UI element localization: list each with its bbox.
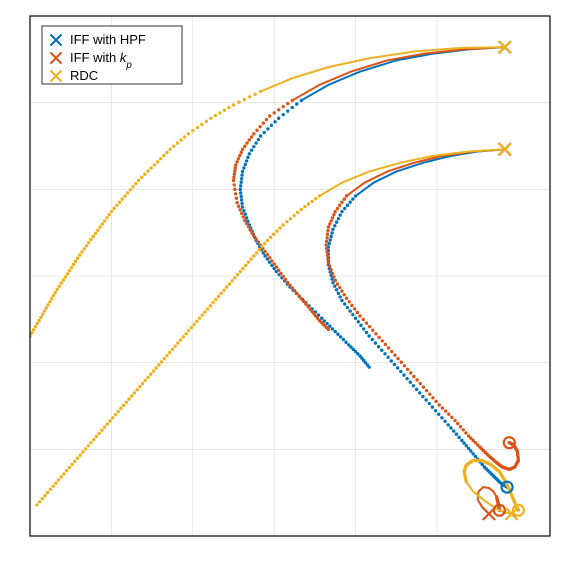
svg-text:RDC: RDC: [70, 68, 98, 83]
chart-svg: IFF with HPFIFF with kpRDC: [0, 0, 578, 575]
root-locus-chart: IFF with HPFIFF with kpRDC: [0, 0, 578, 575]
svg-text:IFF with HPF: IFF with HPF: [70, 32, 146, 47]
